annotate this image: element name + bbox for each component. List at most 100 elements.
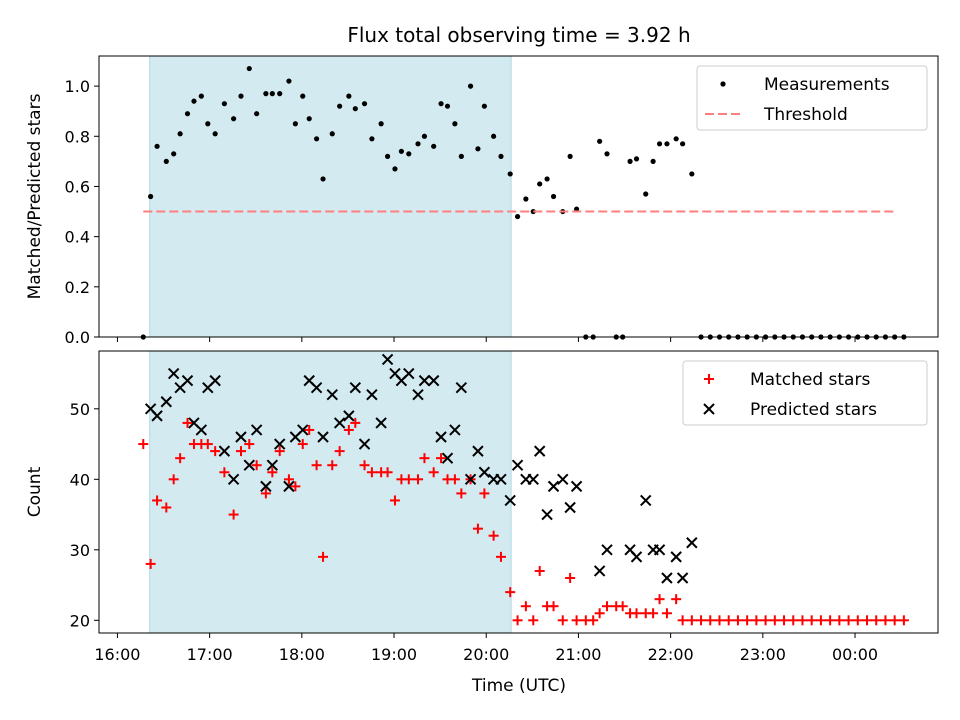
measurement-point [300,93,306,99]
legend-label: Threshold [763,105,848,125]
predicted-star-point [333,417,346,429]
matched-star-point [327,460,338,471]
legend: Measurements Threshold [696,65,928,131]
x-stroke [266,459,279,471]
y-tick-label: 0.6 [65,177,90,196]
matched-star-point [588,615,599,626]
x-stroke [243,459,255,471]
measurement-point [507,171,513,177]
series-measurements [140,65,907,340]
matched-star-point [594,608,605,619]
x-tick-label: 00:00 [832,645,878,664]
predicted-star-point [181,374,194,387]
x-tick-label: 21:00 [555,645,601,664]
x-stroke [303,374,315,387]
x-stroke [533,445,546,457]
x-stroke [472,445,484,457]
predicted-star-point [441,452,454,464]
matched-star-point [152,495,163,506]
x-axis-label: Time (UTC) [471,676,566,696]
predicted-star-point [375,417,387,429]
predicted-star-point [260,480,272,493]
measurement-point [292,121,298,127]
predicted-star-point [653,544,666,556]
measurement-point [184,111,191,117]
y-tick-label: 30 [70,541,90,560]
measurement-point [597,138,603,144]
matched-star-point [852,615,863,626]
predicted-star-point [427,374,440,387]
x-stroke [449,424,461,436]
x-stroke [297,424,309,436]
measurement-point [277,91,283,97]
legend-marker [703,403,715,415]
x-stroke [495,473,507,486]
x-stroke [227,473,240,486]
matched-star-point [456,488,467,499]
matched-star-point [788,615,799,626]
measurement-point [198,93,204,99]
matched-star-point [419,453,430,464]
matched-star-point [880,615,891,626]
measurement-point [320,176,326,182]
predicted-star-point [511,459,524,471]
x-stroke [676,572,689,584]
measurement-point [664,141,670,147]
predicted-star-point [250,424,263,436]
x-stroke [464,473,477,486]
matched-star-point [898,615,909,626]
measurement-point [378,121,384,127]
x-stroke [630,551,643,563]
predicted-star-point [412,389,424,401]
matched-star-point [283,474,294,485]
matched-star-point [889,615,900,626]
y-axis-label: Count [25,466,45,517]
matched-star-point [495,551,506,562]
predicted-star-point [455,381,468,394]
measurement-point [306,116,312,122]
measurement-point [498,153,504,159]
x-stroke [235,431,247,443]
matched-star-point [274,446,285,457]
predicted-star-point [317,431,329,443]
predicted-star-point [527,473,539,486]
x-stroke [412,389,424,401]
legend-box [696,65,928,131]
measurement-point [286,78,292,84]
predicted-star-point [151,410,163,422]
matched-star-point [175,453,186,464]
matched-star-point [413,474,424,485]
legend-box [682,360,928,426]
measurement-point [398,148,405,154]
measurement-point [346,93,352,99]
chart-title: Flux total observing time = 3.92 h [347,23,690,47]
matched-star-point [843,615,854,626]
measurement-point [254,111,260,117]
matched-star-point [182,417,193,428]
predicted-star-point [209,374,221,387]
matched-star-point [359,460,370,471]
predicted-star-point [593,565,606,577]
matched-star-point [825,615,836,626]
matched-star-point [661,608,672,619]
matched-star-point [138,439,149,450]
measurement-point [452,121,458,127]
y-tick-label: 0.8 [65,127,90,146]
predicted-star-point [676,572,689,584]
x-stroke [455,381,468,394]
matched-star-point [705,615,716,626]
matched-star-point [145,558,156,569]
predicted-star-point [167,367,180,380]
y-tick-label: 0.4 [65,228,90,247]
measurement-point [673,136,679,142]
matched-star-point [161,502,172,513]
matched-star-point [334,446,345,457]
x-stroke [366,389,378,401]
measurement-point [361,101,368,107]
predicted-star-point [504,494,516,507]
matched-star-point [235,446,246,457]
plot-frame [98,350,939,634]
measurement-point [650,158,656,164]
measurement-point [269,91,275,97]
